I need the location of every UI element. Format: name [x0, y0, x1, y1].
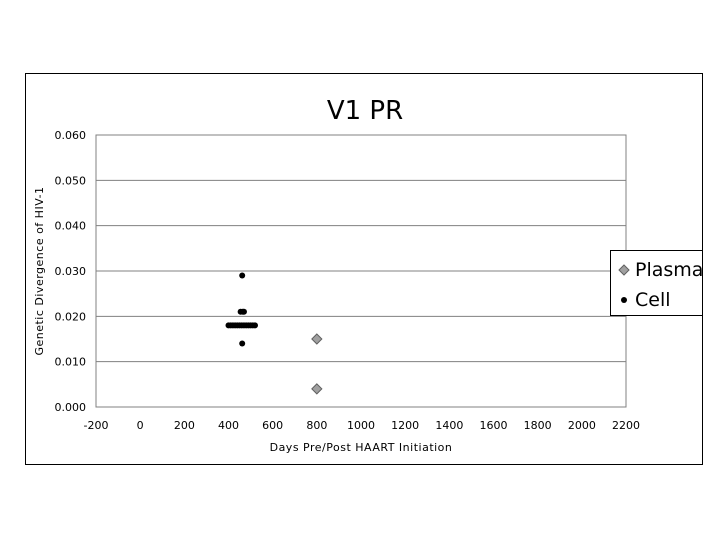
x-tick-label: 1200	[391, 419, 419, 432]
x-tick-label: 1800	[524, 419, 552, 432]
data-points	[225, 272, 323, 395]
legend-label-plasma: Plasma	[635, 259, 704, 281]
x-tick-label: 0	[137, 419, 144, 432]
y-tick-label: 0.040	[55, 220, 87, 233]
y-tick-label: 0.000	[55, 401, 87, 414]
x-tick-label: -200	[84, 419, 109, 432]
diamond-marker-icon	[618, 264, 630, 276]
x-tick-label: 400	[218, 419, 239, 432]
y-tick-label: 0.050	[55, 174, 87, 187]
x-tick-label: 1400	[435, 419, 463, 432]
legend-item-cell: Cell	[617, 288, 671, 312]
chart-title: V1 PR	[327, 96, 403, 126]
circle-marker-icon	[621, 297, 627, 303]
chart-frame: V1 PR 0.000 0.010 0.020 0.030 0.040 0.050 0.06…	[25, 73, 703, 465]
y-tick-labels: 0.000 0.010 0.020 0.030 0.040 0.050 0.060	[55, 129, 87, 414]
legend-label-cell: Cell	[635, 289, 671, 311]
y-tick-label: 0.010	[55, 356, 87, 369]
x-tick-label: 600	[262, 419, 283, 432]
x-tick-label: 800	[306, 419, 327, 432]
scatter-chart: V1 PR 0.000 0.010 0.020 0.030 0.040 0.050 0.06…	[33, 96, 640, 454]
x-tick-label: 2000	[568, 419, 596, 432]
x-tick-label: 2200	[612, 419, 640, 432]
y-tick-label: 0.030	[55, 265, 87, 278]
cell-point	[240, 308, 247, 315]
cell-point	[239, 340, 246, 347]
y-tick-label: 0.020	[55, 310, 87, 323]
x-axis-title: Days Pre/Post HAART Initiation	[270, 441, 453, 454]
cell-point	[252, 322, 258, 329]
legend-item-plasma: Plasma	[617, 258, 703, 282]
x-tick-label: 200	[174, 419, 195, 432]
y-tick-label: 0.060	[55, 129, 87, 142]
x-tick-labels: -200 0 200 400 600 800 1000 1200 1400 1600 1800 200…	[84, 419, 640, 432]
gridlines	[96, 134, 626, 408]
x-tick-label: 1000	[347, 419, 375, 432]
legend: Plasma Cell	[610, 250, 703, 316]
y-axis-title: Genetic Divergence of HIV-1	[33, 186, 46, 355]
x-tick-label: 1600	[480, 419, 508, 432]
plasma-point	[311, 383, 323, 395]
cell-point	[239, 272, 246, 279]
plasma-point	[311, 333, 323, 345]
